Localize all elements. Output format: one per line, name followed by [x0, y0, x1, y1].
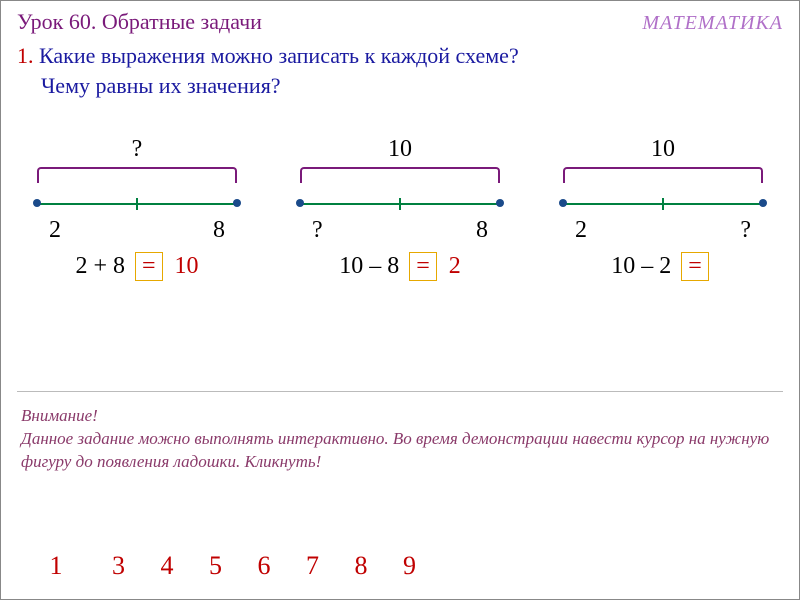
note-block: Внимание! Данное задание можно выполнять…: [21, 405, 779, 474]
diagram-top-label: 10: [290, 136, 510, 163]
diagram-1[interactable]: ? 2 8 2 + 8 = 10: [27, 136, 247, 280]
endpoint-icon: [559, 199, 567, 207]
endpoint-icon: [496, 199, 504, 207]
note-alert: Внимание!: [21, 405, 779, 428]
picker-number[interactable]: 1: [21, 551, 91, 581]
equals-box[interactable]: =: [135, 252, 163, 280]
note-body: Данное задание можно выполнять интеракти…: [21, 429, 769, 471]
endpoint-icon: [296, 199, 304, 207]
under-right: ?: [740, 217, 751, 244]
tick-icon: [662, 198, 664, 210]
equals-box[interactable]: =: [409, 252, 437, 280]
endpoint-icon: [233, 199, 241, 207]
picker-number[interactable]: 6: [243, 551, 285, 581]
bracket-icon: [563, 167, 763, 183]
number-line: [27, 193, 247, 215]
diagram-2[interactable]: 10 ? 8 10 – 8 = 2: [290, 136, 510, 280]
under-right: 8: [213, 217, 225, 244]
divider: [17, 391, 783, 392]
picker-number[interactable]: 3: [98, 551, 140, 581]
answer[interactable]: 10: [175, 253, 199, 279]
diagram-top-label: ?: [27, 136, 247, 163]
endpoint-icon: [759, 199, 767, 207]
diagrams-row: ? 2 8 2 + 8 = 10 10: [17, 136, 783, 280]
picker-number[interactable]: 5: [195, 551, 237, 581]
bracket-icon: [37, 167, 237, 183]
question-number: 1.: [17, 43, 34, 68]
picker-number[interactable]: 4: [146, 551, 188, 581]
answer[interactable]: 2: [449, 253, 461, 279]
tick-icon: [399, 198, 401, 210]
expression: 10 – 2: [611, 253, 671, 279]
expression: 10 – 8: [339, 253, 399, 279]
picker-number[interactable]: 8: [340, 551, 382, 581]
diagram-top-label: 10: [553, 136, 773, 163]
tick-icon: [136, 198, 138, 210]
under-left: 2: [49, 217, 61, 244]
question-line1: Какие выражения можно записать к каждой …: [39, 43, 519, 68]
number-line: [553, 193, 773, 215]
picker-number[interactable]: 9: [389, 551, 431, 581]
number-picker: 1 3 4 5 6 7 8 9: [21, 551, 431, 581]
question-line2: Чему равны их значения?: [41, 71, 783, 101]
under-left: 2: [575, 217, 587, 244]
lesson-title: Урок 60. Обратные задачи: [17, 9, 262, 35]
subject-label: МАТЕМАТИКА: [642, 12, 783, 35]
under-left: ?: [312, 217, 323, 244]
under-right: 8: [476, 217, 488, 244]
endpoint-icon: [33, 199, 41, 207]
number-line: [290, 193, 510, 215]
expression: 2 + 8: [75, 253, 125, 279]
picker-number[interactable]: 7: [292, 551, 334, 581]
diagram-3[interactable]: 10 2 ? 10 – 2 =: [553, 136, 773, 280]
question-block: 1. Какие выражения можно записать к кажд…: [17, 41, 783, 100]
bracket-icon: [300, 167, 500, 183]
equals-box[interactable]: =: [681, 252, 709, 280]
